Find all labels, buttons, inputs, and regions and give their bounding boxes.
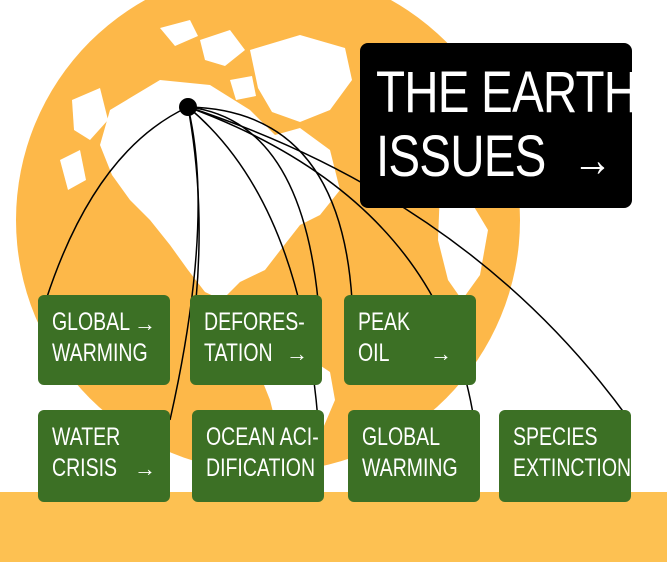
card-label-line2: DIFICATION (206, 454, 316, 482)
card-label-line1: GLOBAL (362, 423, 441, 451)
title-line-2-text: ISSUES (376, 124, 546, 189)
card-label-line1: OCEAN ACI- (206, 423, 319, 451)
title-line-2: ISSUES → (376, 124, 612, 193)
title-arrow-icon: → (572, 134, 612, 187)
card-label-line1: SPECIES (513, 423, 598, 451)
bottom-band (0, 492, 667, 562)
card-ocean-acidification[interactable]: OCEAN ACI- DIFICATION (192, 410, 324, 502)
title-box: THE EARTH ISSUES → (360, 43, 638, 208)
card-peak-oil[interactable]: PEAK OIL → (344, 295, 476, 385)
card-label-line2: WARMING (362, 454, 458, 482)
card-label-line1: DEFORES- (204, 308, 305, 336)
title-line-1: THE EARTH (376, 60, 638, 125)
card-water-crisis[interactable]: WATER CRISIS → (38, 410, 170, 502)
card-label-line2: WARMING (52, 339, 148, 367)
card-label-line1: PEAK (358, 308, 411, 336)
card-label-line1: WATER (52, 423, 121, 451)
card-label-line2: OIL (358, 339, 390, 367)
card-global-warming-1[interactable]: GLOBAL WARMING → (38, 295, 170, 385)
card-label-line1: GLOBAL (52, 308, 131, 336)
card-label-line2: CRISIS (52, 454, 118, 482)
card-label-line2: TATION (204, 339, 273, 367)
arrow-right-icon: → (134, 456, 156, 481)
arrow-right-icon: → (134, 311, 156, 336)
arrow-right-icon: → (286, 341, 308, 366)
card-global-warming-2[interactable]: GLOBAL WARMING (348, 410, 480, 502)
card-species-extinction[interactable]: SPECIES EXTINCTION (499, 410, 631, 502)
card-deforestation[interactable]: DEFORES- TATION → (190, 295, 322, 385)
card-label-line2: EXTINCTION (513, 454, 632, 482)
arrow-right-icon: → (430, 341, 452, 366)
